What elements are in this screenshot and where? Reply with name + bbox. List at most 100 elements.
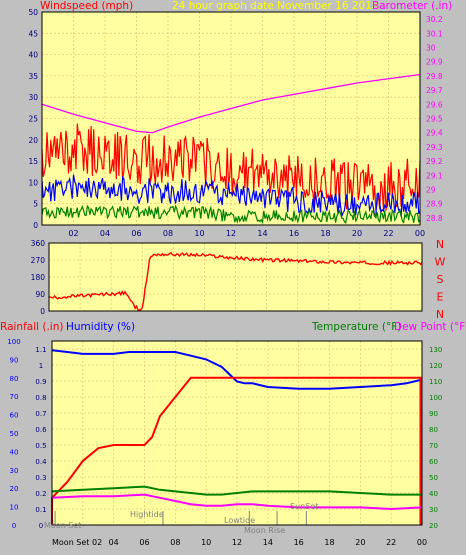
wind-x-tick-label: 14: [257, 229, 267, 238]
climate-x-tick-label: 12: [232, 538, 242, 547]
barometer-axis-tick-label: 30: [426, 44, 436, 53]
wind-axis-tick-label: 25: [28, 115, 38, 124]
wind-axis-tick-label: 15: [28, 157, 38, 166]
barometer-line: [41, 73, 421, 134]
barometer-axis-tick-label: 29.6: [426, 100, 443, 109]
wind-axis-ticks: 0 5 10 15 20 25 30 35 40 45 50: [28, 8, 38, 230]
wind-axis-tick-label: 30: [28, 93, 38, 102]
temperature-axis-tick-label: 60: [429, 458, 438, 466]
compass-letter: W: [435, 256, 446, 269]
climate-x-tick-label: 14: [263, 538, 273, 547]
rainfall-axis-tick-label: 0.3: [35, 474, 46, 482]
climate-x-tick-label: 06: [139, 538, 149, 547]
barometer-axis-tick-label: 29.8: [426, 72, 443, 81]
temperature-axis-tick-label: 30: [429, 506, 438, 514]
rainfall-axis-tick-label: 0.1: [35, 506, 46, 514]
wind-x-tick-label: 08: [163, 229, 173, 238]
temperature-line: [51, 485, 422, 496]
humidity-line: [51, 349, 423, 390]
climate-x-axis-ticks: 04 06 08 10 12 14 16 18 20 22 00: [109, 538, 428, 547]
graph-title: 24 hour graph date November 16 2018: [172, 0, 379, 12]
climate-x-tick-label: 18: [324, 538, 334, 547]
rainfall-axis-tick-label: 0: [39, 522, 43, 530]
hightide-annotation: Hightide: [130, 510, 164, 519]
humidity-axis-tick-label: 30: [10, 467, 19, 475]
temperature-axis-tick-label: 110: [429, 378, 442, 386]
wind-direction-line: [48, 251, 423, 311]
wind-x-tick-label: 10: [194, 229, 204, 238]
barometer-axis-tick-label: 29: [426, 186, 436, 195]
wind-axis-tick-label: 50: [28, 8, 38, 17]
wind-x-tick-label: 06: [131, 229, 141, 238]
wind-axis-tick-label: 10: [28, 178, 38, 187]
compass-letter: N: [436, 238, 444, 251]
lowtide-annotation: Lowtide: [224, 516, 255, 525]
humidity-axis-tick-label: 80: [10, 375, 19, 383]
direction-axis-tick-label: 0: [40, 307, 45, 316]
barometer-label: Barometer (.in): [372, 0, 452, 12]
climate-x-tick-label: 08: [170, 538, 180, 547]
rainfall-axis-tick-label: 0.4: [35, 458, 47, 466]
dew-point-label: Dew Point (°F): [394, 321, 466, 333]
temperature-axis-tick-label: 100: [429, 394, 442, 402]
wind-axis-tick-label: 40: [28, 51, 38, 60]
barometer-axis-tick-label: 30.2: [426, 15, 443, 24]
wind-average-trace: [41, 174, 421, 218]
climate-x-tick-label: 10: [201, 538, 211, 547]
climate-x-tick-label: 16: [294, 538, 304, 547]
wind-x-tick-label: 16: [289, 229, 299, 238]
compass-letter: S: [437, 273, 444, 286]
climate-x-tick-label: 00: [417, 538, 427, 547]
wind-x-tick-label: 04: [100, 229, 110, 238]
humidity-axis-tick-label: 70: [10, 393, 19, 401]
wind-x-axis-ticks: 02 04 06 08 10 12 14 16 18 20 22 00: [68, 229, 425, 238]
rainfall-axis-tick-label: 0.2: [35, 490, 46, 498]
direction-plot-frame: [48, 242, 423, 312]
humidity-axis-tick-label: 100: [7, 338, 20, 346]
direction-axis-ticks: 0 90 180 270 360: [31, 239, 46, 316]
temperature-axis-tick-label: 50: [429, 474, 438, 482]
humidity-axis-tick-label: 10: [10, 504, 19, 512]
barometer-axis-tick-label: 29.2: [426, 157, 443, 166]
rainfall-axis-tick-label: 0.7: [35, 410, 46, 418]
wind-axis-tick-label: 35: [28, 72, 38, 81]
humidity-axis-tick-label: 90: [10, 356, 19, 364]
humidity-axis-tick-label: 50: [10, 430, 19, 438]
climate-x-tick-label: 04: [109, 538, 119, 547]
temperature-axis-tick-label: 130: [429, 346, 442, 354]
wind-plot-frame: [41, 11, 421, 226]
rainfall-axis-tick-label: 0.6: [35, 426, 47, 434]
direction-axis-tick-label: 180: [31, 273, 46, 282]
climate-plot-frame: [51, 340, 423, 526]
direction-axis-tick-label: 90: [35, 290, 45, 299]
wind-low-trace: [41, 204, 421, 225]
barometer-axis-tick-label: 28.8: [426, 214, 443, 223]
windspeed-label: Windspeed (mph): [40, 0, 133, 12]
humidity-axis-tick-label: 40: [10, 448, 19, 456]
humidity-axis-tick-label: 20: [10, 485, 19, 493]
humidity-axis-tick-label: 60: [10, 412, 19, 420]
barometer-axis-tick-label: 29.1: [426, 171, 443, 180]
rainfall-axis-tick-label: 0.8: [35, 394, 46, 402]
wind-x-tick-label: 02: [68, 229, 78, 238]
moon-set-bottom-annotation: Moon Set 02: [52, 538, 102, 547]
barometer-axis-tick-label: 29.4: [426, 129, 443, 138]
temperature-axis-tick-label: 70: [429, 442, 438, 450]
event-markers: [54, 511, 307, 525]
wind-axis-tick-label: 45: [28, 29, 38, 38]
direction-axis-tick-label: 270: [31, 256, 46, 265]
barometer-axis-tick-label: 29.7: [426, 86, 443, 95]
humidity-axis-ticks: 0 10 20 30 40 50 60 70 80 90 100: [7, 338, 20, 530]
wind-axis-tick-label: 5: [33, 200, 38, 209]
wind-axis-tick-label: 20: [28, 136, 38, 145]
barometer-axis-tick-label: 30.1: [426, 29, 443, 38]
climate-x-tick-label: 20: [355, 538, 365, 547]
compass-letter: N: [436, 308, 444, 321]
temperature-axis-tick-label: 90: [429, 410, 438, 418]
moon-set-annotation: Moon Set: [44, 521, 81, 530]
dew-point-line: [51, 493, 423, 511]
rainfall-axis-tick-label: 0.5: [35, 442, 46, 450]
temperature-axis-tick-label: 20: [429, 522, 438, 530]
